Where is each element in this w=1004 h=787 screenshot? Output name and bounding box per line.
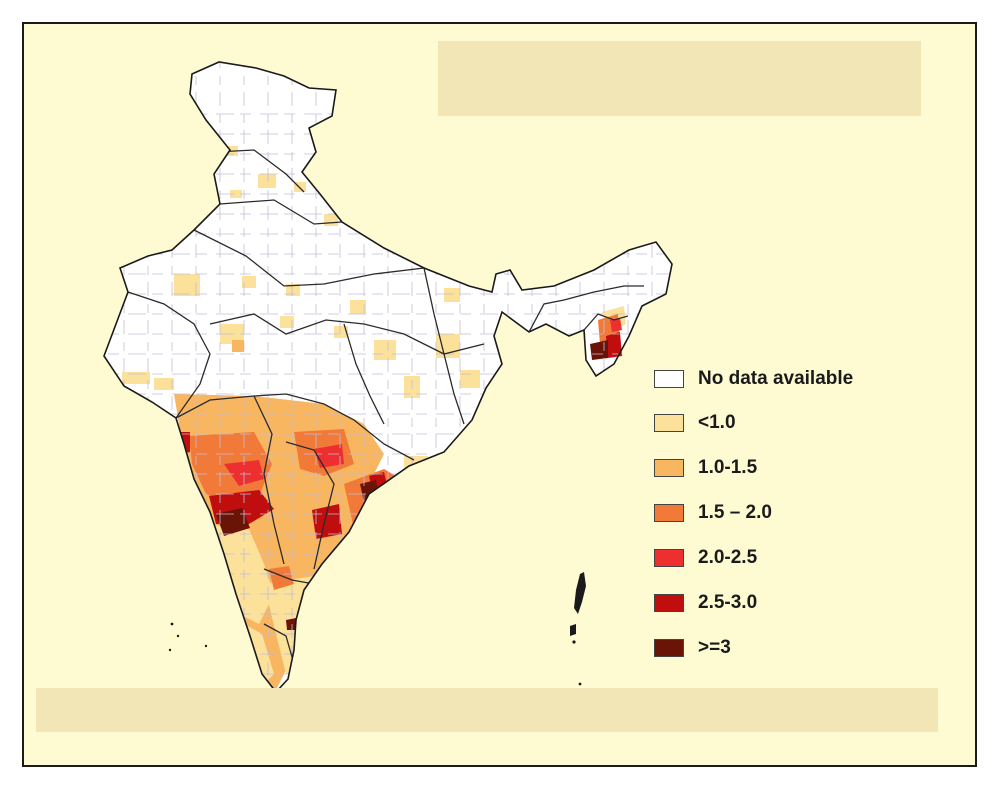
india-border — [103, 61, 673, 694]
legend-item: 1.5 – 2.0 — [654, 501, 772, 525]
region-red-south — [314, 630, 326, 644]
legend-label: No data available — [698, 368, 854, 389]
legend-label: 1.0-1.5 — [698, 457, 758, 478]
legend-item: 2.5-3.0 — [654, 591, 757, 615]
region-darkred-2 — [312, 504, 342, 539]
legend-label: >=3 — [698, 637, 731, 658]
state-boundaries — [127, 149, 644, 665]
legend-label: <1.0 — [698, 412, 736, 433]
caption-banner — [36, 688, 938, 732]
lakshadweep-islands — [168, 622, 208, 652]
legend-swatch — [654, 370, 684, 388]
legend-item: >=3 — [654, 636, 731, 660]
region-orange-south — [269, 566, 294, 590]
legend-swatch — [654, 594, 684, 612]
legend-swatch — [654, 414, 684, 432]
scattered-low-districts — [122, 146, 480, 468]
india-district-map — [103, 61, 673, 694]
legend-swatch — [654, 504, 684, 522]
district-orange-central — [232, 340, 244, 352]
legend-swatch — [654, 549, 684, 567]
legend-item: 2.0-2.5 — [654, 546, 757, 570]
india-outline — [104, 62, 672, 692]
legend-item: <1.0 — [654, 411, 736, 435]
region-maroon-1 — [216, 508, 250, 536]
legend-item: 1.0-1.5 — [654, 456, 757, 480]
title-banner — [438, 41, 921, 116]
slide-frame: No data available <1.0 1.0-1.5 1.5 – 2.0… — [22, 22, 977, 767]
legend-swatch — [654, 639, 684, 657]
legend-item: No data available — [654, 367, 853, 391]
legend-label: 2.5-3.0 — [698, 592, 758, 613]
legend-label: 1.5 – 2.0 — [698, 502, 772, 523]
legend-swatch — [654, 459, 684, 477]
legend-label: 2.0-2.5 — [698, 547, 758, 568]
andaman-nicobar-islands — [570, 572, 588, 692]
